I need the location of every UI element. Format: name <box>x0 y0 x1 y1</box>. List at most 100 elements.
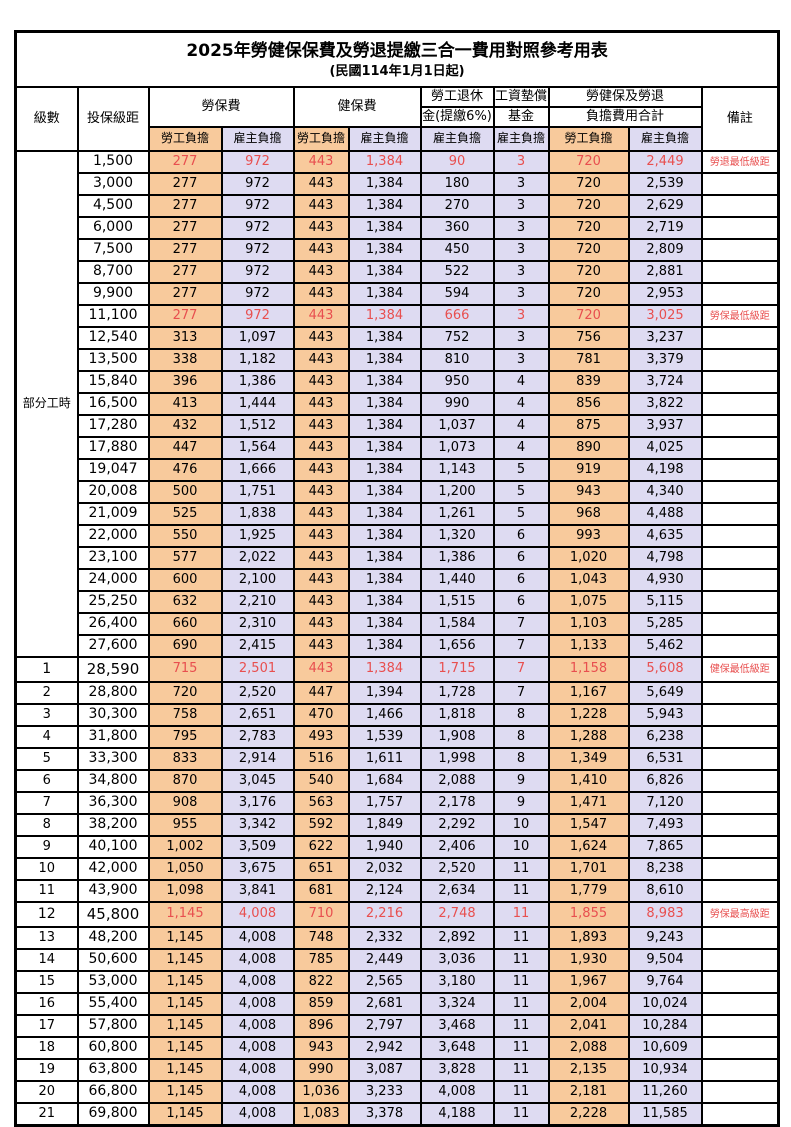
cell-total-employer: 7,120 <box>627 791 703 815</box>
cell-total-employee: 1,288 <box>547 725 630 749</box>
cell-wagefund-employer: 11 <box>492 992 550 1016</box>
cell-labor-employee: 396 <box>147 370 223 394</box>
subheader-total-employee: 勞工負擔 <box>547 126 630 152</box>
table-row: 21 69,800 1,145 4,008 1,083 3,378 4,188 11 2,228… <box>14 1102 780 1127</box>
cell-total-employer: 10,284 <box>627 1014 703 1038</box>
header-grade: 級數 <box>14 86 79 152</box>
cell-salary: 16,500 <box>76 392 150 416</box>
cell-wagefund-employer: 11 <box>492 1102 550 1127</box>
cell-health-employee: 443 <box>292 282 350 306</box>
cell-wagefund-employer: 8 <box>492 703 550 727</box>
cell-note <box>700 502 780 526</box>
cell-grade: 2 <box>14 681 79 705</box>
cell-total-employer: 10,934 <box>627 1058 703 1082</box>
cell-salary: 6,000 <box>76 216 150 240</box>
cell-total-employer: 3,379 <box>627 348 703 372</box>
cell-salary: 1,500 <box>76 150 150 174</box>
cell-wagefund-employer: 11 <box>492 879 550 903</box>
cell-wagefund-employer: 3 <box>492 260 550 284</box>
cell-note <box>700 747 780 771</box>
cell-pension-employer: 990 <box>419 392 495 416</box>
cell-note <box>700 480 780 504</box>
cell-health-employer: 1,611 <box>347 747 422 771</box>
cell-health-employee: 443 <box>292 634 350 658</box>
cell-salary: 36,300 <box>76 791 150 815</box>
cell-health-employee: 443 <box>292 436 350 460</box>
cell-note <box>700 1102 780 1127</box>
cell-wagefund-employer: 3 <box>492 238 550 262</box>
cell-salary: 23,100 <box>76 546 150 570</box>
cell-health-employee: 681 <box>292 879 350 903</box>
cell-pension-employer: 810 <box>419 348 495 372</box>
cell-health-employer: 1,384 <box>347 458 422 482</box>
cell-health-employer: 3,378 <box>347 1102 422 1127</box>
cell-total-employer: 3,822 <box>627 392 703 416</box>
cell-labor-employee: 1,145 <box>147 926 223 950</box>
cell-total-employee: 2,088 <box>547 1036 630 1060</box>
cell-labor-employee: 632 <box>147 590 223 614</box>
cell-labor-employer: 4,008 <box>220 992 295 1016</box>
cell-salary: 31,800 <box>76 725 150 749</box>
cell-wagefund-employer: 11 <box>492 948 550 972</box>
cell-salary: 26,400 <box>76 612 150 636</box>
cell-pension-employer: 1,515 <box>419 590 495 614</box>
cell-pension-employer: 752 <box>419 326 495 350</box>
cell-total-employer: 2,449 <box>627 150 703 174</box>
cell-wagefund-employer: 7 <box>492 681 550 705</box>
cell-health-employer: 1,384 <box>347 612 422 636</box>
table-row: 27,600 690 2,415 443 1,384 1,656 7 1,133 5,462 <box>16 634 780 658</box>
cell-health-employee: 785 <box>292 948 350 972</box>
cell-grade: 10 <box>14 857 79 881</box>
header-row-2: 金(提繳6%) 基金 負擔費用合計 <box>16 106 779 128</box>
cell-grade: 12 <box>14 901 79 928</box>
cell-health-employee: 516 <box>292 747 350 771</box>
cell-total-employer: 5,608 <box>627 656 703 683</box>
cell-labor-employee: 1,145 <box>147 901 223 928</box>
cell-health-employee: 443 <box>292 502 350 526</box>
cell-labor-employee: 720 <box>147 681 223 705</box>
cell-health-employer: 1,384 <box>347 524 422 548</box>
table-row: 2 28,800 720 2,520 447 1,394 1,728 7 1,167 5,649 <box>14 681 780 705</box>
cell-labor-employee: 476 <box>147 458 223 482</box>
cell-total-employer: 2,629 <box>627 194 703 218</box>
cell-health-employee: 822 <box>292 970 350 994</box>
cell-total-employee: 919 <box>547 458 630 482</box>
cell-pension-employer: 3,468 <box>419 1014 495 1038</box>
table-row: 19,047 476 1,666 443 1,384 1,143 5 919 4,198 <box>16 458 780 482</box>
cell-labor-employer: 3,342 <box>220 813 295 837</box>
cell-total-employee: 839 <box>547 370 630 394</box>
cell-labor-employee: 413 <box>147 392 223 416</box>
cell-health-employee: 443 <box>292 590 350 614</box>
cell-note <box>700 612 780 636</box>
cell-grade: 7 <box>14 791 79 815</box>
cell-grade: 4 <box>14 725 79 749</box>
cell-total-employer: 8,983 <box>627 901 703 928</box>
cell-labor-employee: 870 <box>147 769 223 793</box>
cell-wagefund-employer: 11 <box>492 1014 550 1038</box>
cell-note <box>700 1014 780 1038</box>
cell-total-employee: 1,133 <box>547 634 630 658</box>
cell-wagefund-employer: 8 <box>492 725 550 749</box>
cell-total-employee: 720 <box>547 216 630 240</box>
cell-health-employer: 1,940 <box>347 835 422 859</box>
cell-health-employer: 1,384 <box>347 590 422 614</box>
cell-salary: 8,700 <box>76 260 150 284</box>
cell-total-employer: 4,198 <box>627 458 703 482</box>
cell-health-employer: 1,384 <box>347 546 422 570</box>
cell-total-employee: 1,893 <box>547 926 630 950</box>
cell-wagefund-employer: 9 <box>492 791 550 815</box>
cell-pension-employer: 1,584 <box>419 612 495 636</box>
table-row: 11 43,900 1,098 3,841 681 2,124 2,634 11 1,779 8,… <box>14 879 780 903</box>
cell-total-employer: 4,930 <box>627 568 703 592</box>
cell-salary: 19,047 <box>76 458 150 482</box>
cell-health-employee: 443 <box>292 150 350 174</box>
cell-health-employer: 1,384 <box>347 260 422 284</box>
cell-total-employer: 5,115 <box>627 590 703 614</box>
cell-health-employee: 443 <box>292 458 350 482</box>
cell-labor-employee: 500 <box>147 480 223 504</box>
table-body: 部分工時 1,500 277 972 443 1,384 90 3 720 2,449 勞退最低級距… <box>14 150 780 1127</box>
table-row: 7 36,300 908 3,176 563 1,757 2,178 9 1,471 7,120 <box>14 791 780 815</box>
cell-note <box>700 992 780 1016</box>
cell-health-employee: 443 <box>292 370 350 394</box>
cell-wagefund-employer: 11 <box>492 1080 550 1104</box>
